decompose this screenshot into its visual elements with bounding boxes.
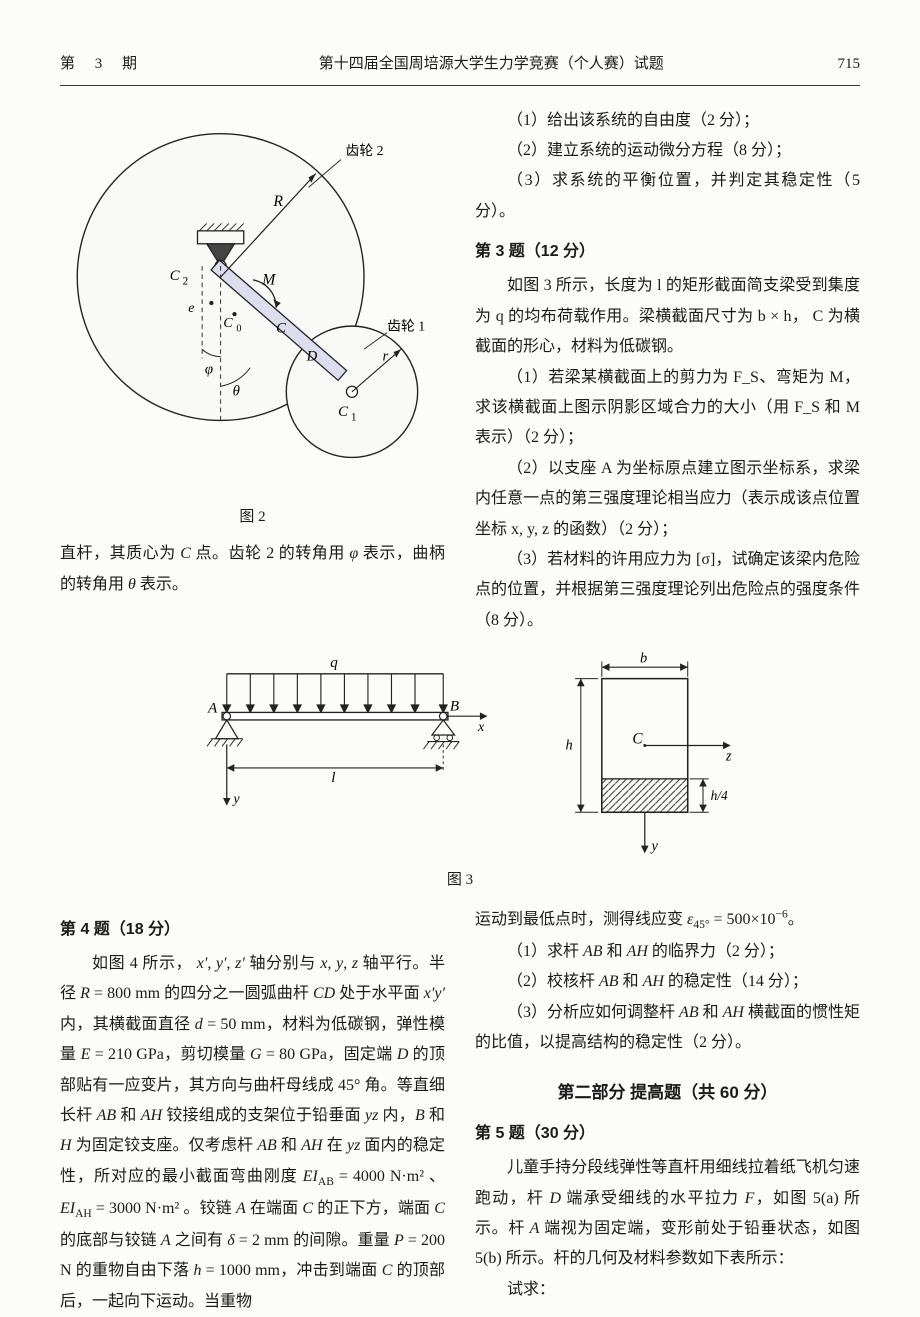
svg-text:C: C <box>223 316 233 331</box>
right-column-top: （1）给出该系统的自由度（2 分）； （2）建立系统的运动微分方程（8 分）； … <box>475 106 860 637</box>
figure-3-beam: q A B x y <box>175 650 495 820</box>
svg-text:M: M <box>261 271 276 288</box>
svg-text:C: C <box>632 731 643 748</box>
q5-task: 试求： <box>475 1275 860 1305</box>
svg-text:C: C <box>338 403 348 419</box>
figure-3-section: C z y b h h/4 <box>535 650 745 860</box>
header-title: 第十四届全国周培源大学生力学竞赛（个人赛）试题 <box>145 50 837 79</box>
q5-paragraph: 儿童手持分段线弹性等直杆用细线拉着纸飞机匀速跑动，杆 D 端承受细线的水平拉力 … <box>475 1153 860 1275</box>
svg-text:C: C <box>276 320 286 336</box>
svg-text:h: h <box>566 737 573 753</box>
q3-paragraph: 如图 3 所示，长度为 l 的矩形截面简支梁受到集度为 q 的均布荷载作用。梁横… <box>475 271 860 362</box>
q2-item2: （2）建立系统的运动微分方程（8 分）； <box>475 136 860 166</box>
svg-text:r: r <box>382 348 388 364</box>
top-two-column: C D 齿轮 2 齿轮 1 R r M C2 e C0 C1 <box>60 106 860 637</box>
header-page-number: 715 <box>838 50 861 79</box>
gear2-label: 齿轮 2 <box>345 143 383 159</box>
q4-continuation: 运动到最低点时，测得线应变 ε45° = 500×10−6。 <box>475 905 860 937</box>
svg-text:θ: θ <box>232 383 239 399</box>
q3-title: 第 3 题（12 分） <box>475 237 860 267</box>
svg-text:y: y <box>649 839 658 855</box>
svg-text:B: B <box>450 699 459 715</box>
part2-title: 第二部分 提高题（共 60 分） <box>475 1077 860 1109</box>
left-column-top: C D 齿轮 2 齿轮 1 R r M C2 e C0 C1 <box>60 106 445 637</box>
col1-paragraph-rod: 直杆，其质心为 C 点。齿轮 2 的转角用 φ 表示，曲柄的转角用 θ 表示。 <box>60 539 445 600</box>
svg-text:y: y <box>231 791 240 807</box>
figure-2-svg: C D 齿轮 2 齿轮 1 R r M C2 e C0 C1 <box>68 118 438 488</box>
svg-text:l: l <box>331 770 335 786</box>
page-header: 第 3 期 第十四届全国周培源大学生力学竞赛（个人赛）试题 715 <box>60 50 860 86</box>
svg-text:A: A <box>207 701 218 717</box>
q3-item1: （1）若梁某横截面上的剪力为 F_S、弯矩为 M，求该横截面上图示阴影区域合力的… <box>475 363 860 454</box>
svg-text:b: b <box>640 651 647 667</box>
figure-3-row: q A B x y <box>60 650 860 860</box>
svg-text:φ: φ <box>204 361 212 377</box>
figure-3-caption: 图 3 <box>60 866 860 895</box>
q4-paragraph: 如图 4 所示， x′, y′, z′ 轴分别与 x, y, z 轴平行。半径 … <box>60 949 445 1317</box>
svg-text:e: e <box>188 301 194 316</box>
bottom-two-column: 第 4 题（18 分） 如图 4 所示， x′, y′, z′ 轴分别与 x, … <box>60 905 860 1317</box>
figure-2-caption: 图 2 <box>60 503 445 532</box>
q4-item1: （1）求杆 AB 和 AH 的临界力（2 分）； <box>475 937 860 967</box>
left-column-bottom: 第 4 题（18 分） 如图 4 所示， x′, y′, z′ 轴分别与 x, … <box>60 905 445 1317</box>
svg-text:1: 1 <box>351 411 357 423</box>
svg-text:2: 2 <box>182 275 188 287</box>
svg-text:0: 0 <box>236 323 241 334</box>
svg-text:x: x <box>477 719 485 735</box>
svg-text:C: C <box>169 267 179 283</box>
right-column-bottom: 运动到最低点时，测得线应变 ε45° = 500×10−6。 （1）求杆 AB … <box>475 905 860 1317</box>
gear1-label: 齿轮 1 <box>387 318 425 334</box>
q4-item3: （3）分析应如何调整杆 AB 和 AH 横截面的惯性矩的比值，以提高结构的稳定性… <box>475 998 860 1059</box>
svg-text:q: q <box>330 655 338 671</box>
q4-title: 第 4 题（18 分） <box>60 915 445 945</box>
svg-text:z: z <box>725 749 732 765</box>
svg-text:R: R <box>272 192 283 209</box>
svg-text:D: D <box>305 348 317 364</box>
q4-item2: （2）校核杆 AB 和 AH 的稳定性（14 分）； <box>475 967 860 997</box>
q2-item1: （1）给出该系统的自由度（2 分）； <box>475 106 860 136</box>
q3-item3: （3）若材料的许用应力为 [σ]，试确定该梁内危险点的位置，并根据第三强度理论列… <box>475 545 860 636</box>
figure-2: C D 齿轮 2 齿轮 1 R r M C2 e C0 C1 <box>60 118 445 532</box>
header-issue: 第 3 期 <box>60 50 145 79</box>
q2-item3: （3）求系统的平衡位置，并判定其稳定性（5 分）。 <box>475 166 860 227</box>
q3-item2: （2）以支座 A 为坐标原点建立图示坐标系，求梁内任意一点的第三强度理论相当应力… <box>475 454 860 545</box>
svg-text:h/4: h/4 <box>711 788 728 803</box>
q5-title: 第 5 题（30 分） <box>475 1119 860 1149</box>
